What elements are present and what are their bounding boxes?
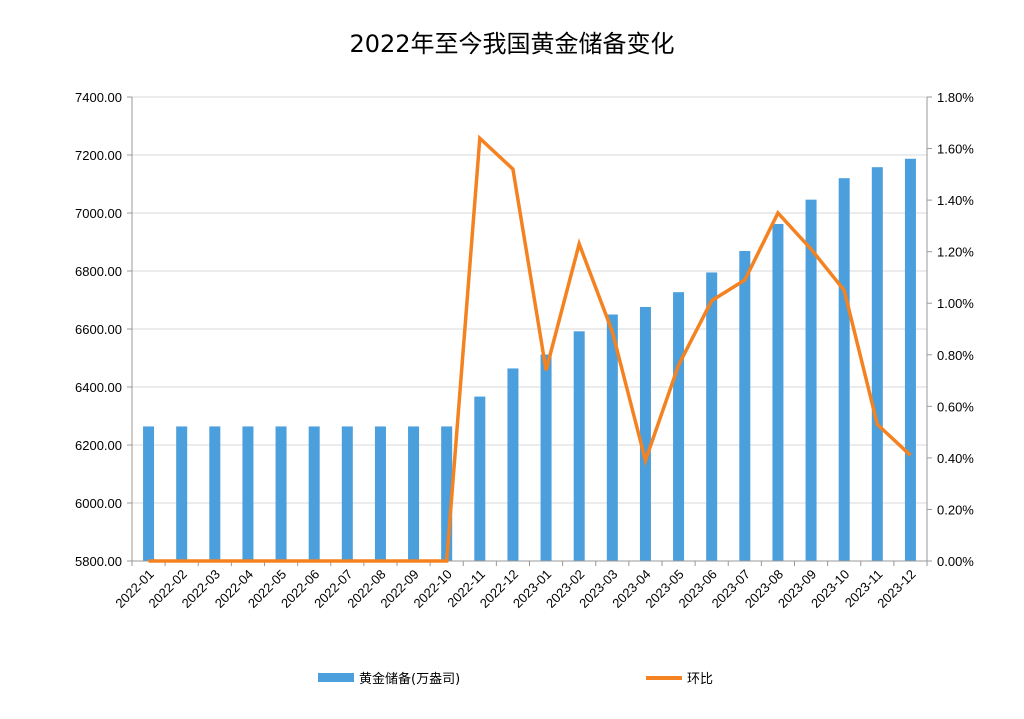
bar — [606, 314, 618, 561]
left-tick-label: 7000.00 — [75, 206, 122, 221]
bar — [871, 167, 883, 561]
left-tick-label: 6400.00 — [75, 380, 122, 395]
legend-label-line: 环比 — [687, 672, 713, 687]
bar — [673, 292, 685, 561]
bar — [904, 158, 916, 561]
right-tick-label: 1.40% — [937, 193, 974, 208]
bar — [706, 272, 718, 561]
bar — [639, 306, 651, 561]
bar — [374, 426, 386, 561]
line-series — [148, 134, 912, 563]
right-axis-ticks: 0.00% 0.20% 0.40% 0.60% 0.80% 1.00% 1.20% 1.40%… — [937, 90, 974, 569]
left-tick-label: 5800.00 — [75, 554, 122, 569]
left-tick-label: 7400.00 — [75, 90, 122, 105]
bar — [209, 426, 221, 561]
bar — [308, 426, 320, 561]
bar — [408, 426, 420, 561]
right-tick-label: 0.40% — [937, 451, 974, 466]
right-tick-label: 0.00% — [937, 554, 974, 569]
legend-swatch-bar — [318, 673, 354, 682]
left-tick-label: 7200.00 — [75, 148, 122, 163]
chart-title: 2022年至今我国黄金储备变化 — [349, 30, 674, 58]
right-tick-label: 0.80% — [937, 348, 974, 363]
bar — [275, 426, 287, 561]
bar — [143, 426, 155, 561]
bar — [772, 224, 784, 561]
right-tick-label: 0.20% — [937, 502, 974, 517]
bar — [805, 199, 817, 561]
bar — [474, 396, 486, 561]
bar — [341, 426, 353, 561]
x-axis-ticks: 2022-012022-022022-032022-042022-052022-… — [112, 567, 918, 611]
legend-label-bar: 黄金储备(万盎司) — [359, 671, 460, 687]
bar — [739, 250, 751, 562]
bar — [540, 354, 552, 561]
left-tick-label: 6600.00 — [75, 322, 122, 337]
bar — [507, 368, 519, 561]
bar-series — [143, 158, 916, 562]
bar — [242, 426, 254, 561]
legend: 黄金储备(万盎司) 环比 — [318, 671, 713, 687]
left-tick-label: 6000.00 — [75, 496, 122, 511]
bar — [441, 426, 453, 561]
bar — [838, 178, 850, 561]
bar — [176, 426, 188, 561]
bar — [573, 331, 585, 561]
right-tick-label: 1.20% — [937, 245, 974, 260]
right-tick-label: 1.80% — [937, 90, 974, 105]
right-tick-label: 1.00% — [937, 296, 974, 311]
right-tick-label: 0.60% — [937, 399, 974, 414]
left-tick-label: 6200.00 — [75, 438, 122, 453]
right-tick-label: 1.60% — [937, 142, 974, 157]
left-tick-label: 6800.00 — [75, 264, 122, 279]
line-path — [148, 134, 912, 563]
left-axis-ticks: 5800.00 6000.00 6200.00 6400.00 6600.00 6800.… — [75, 90, 122, 569]
